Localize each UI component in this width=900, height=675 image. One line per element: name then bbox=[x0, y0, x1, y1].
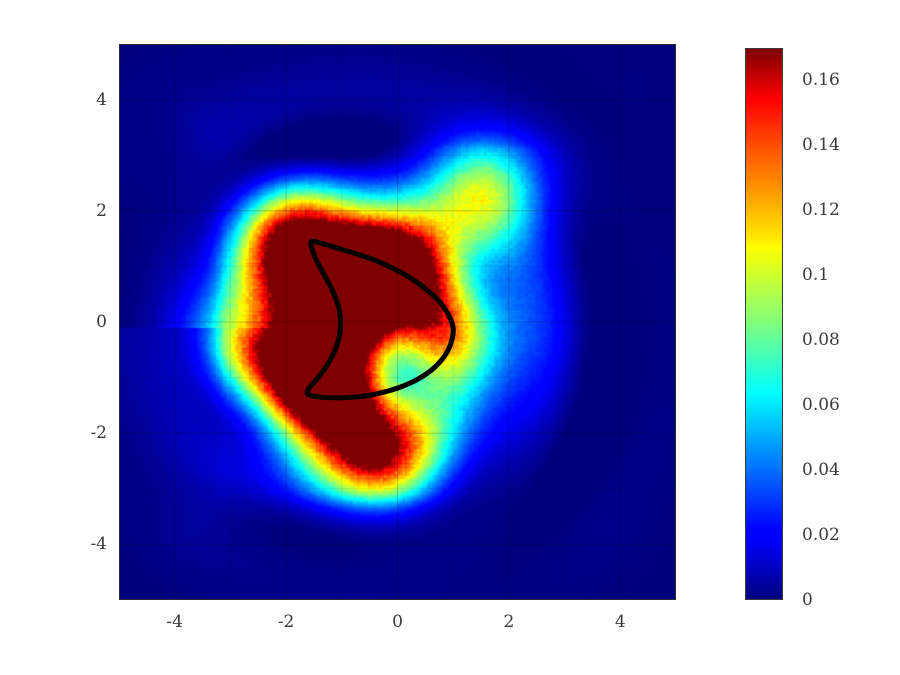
heatmap-image bbox=[119, 44, 676, 600]
heatmap-axes[interactable] bbox=[119, 44, 676, 600]
colorbar-gradient bbox=[746, 49, 782, 599]
x-tick-label: 2 bbox=[503, 612, 515, 632]
y-tick-label: -4 bbox=[90, 534, 107, 555]
colorbar-tick-label: 0.06 bbox=[802, 395, 840, 416]
y-tick-label: 4 bbox=[96, 89, 107, 110]
x-tick-label: -4 bbox=[166, 612, 183, 632]
colorbar-tick-label: 0.16 bbox=[802, 70, 840, 91]
colorbar-tick-label: 0.04 bbox=[802, 460, 840, 481]
grid-lines bbox=[119, 44, 676, 600]
x-tick-label: 4 bbox=[614, 612, 626, 632]
x-tick-label: -2 bbox=[277, 612, 295, 632]
colorbar[interactable] bbox=[745, 48, 783, 600]
colorbar-tick-label: 0.12 bbox=[802, 200, 840, 221]
y-tick-label: 0 bbox=[96, 312, 107, 332]
colorbar-tick-label: 0.1 bbox=[802, 265, 830, 286]
colorbar-tick-label: 0 bbox=[802, 590, 813, 610]
x-tick-label: 0 bbox=[392, 612, 403, 632]
y-tick-label: 2 bbox=[96, 200, 107, 221]
colorbar-tick-label: 0.08 bbox=[802, 330, 840, 351]
closed-boundary-curve bbox=[304, 238, 456, 401]
contour-curve-layer bbox=[304, 238, 456, 401]
colorbar-tick-label: 0.02 bbox=[802, 525, 840, 546]
colorbar-tick-label: 0.14 bbox=[802, 135, 840, 156]
y-tick-label: -2 bbox=[90, 423, 107, 444]
